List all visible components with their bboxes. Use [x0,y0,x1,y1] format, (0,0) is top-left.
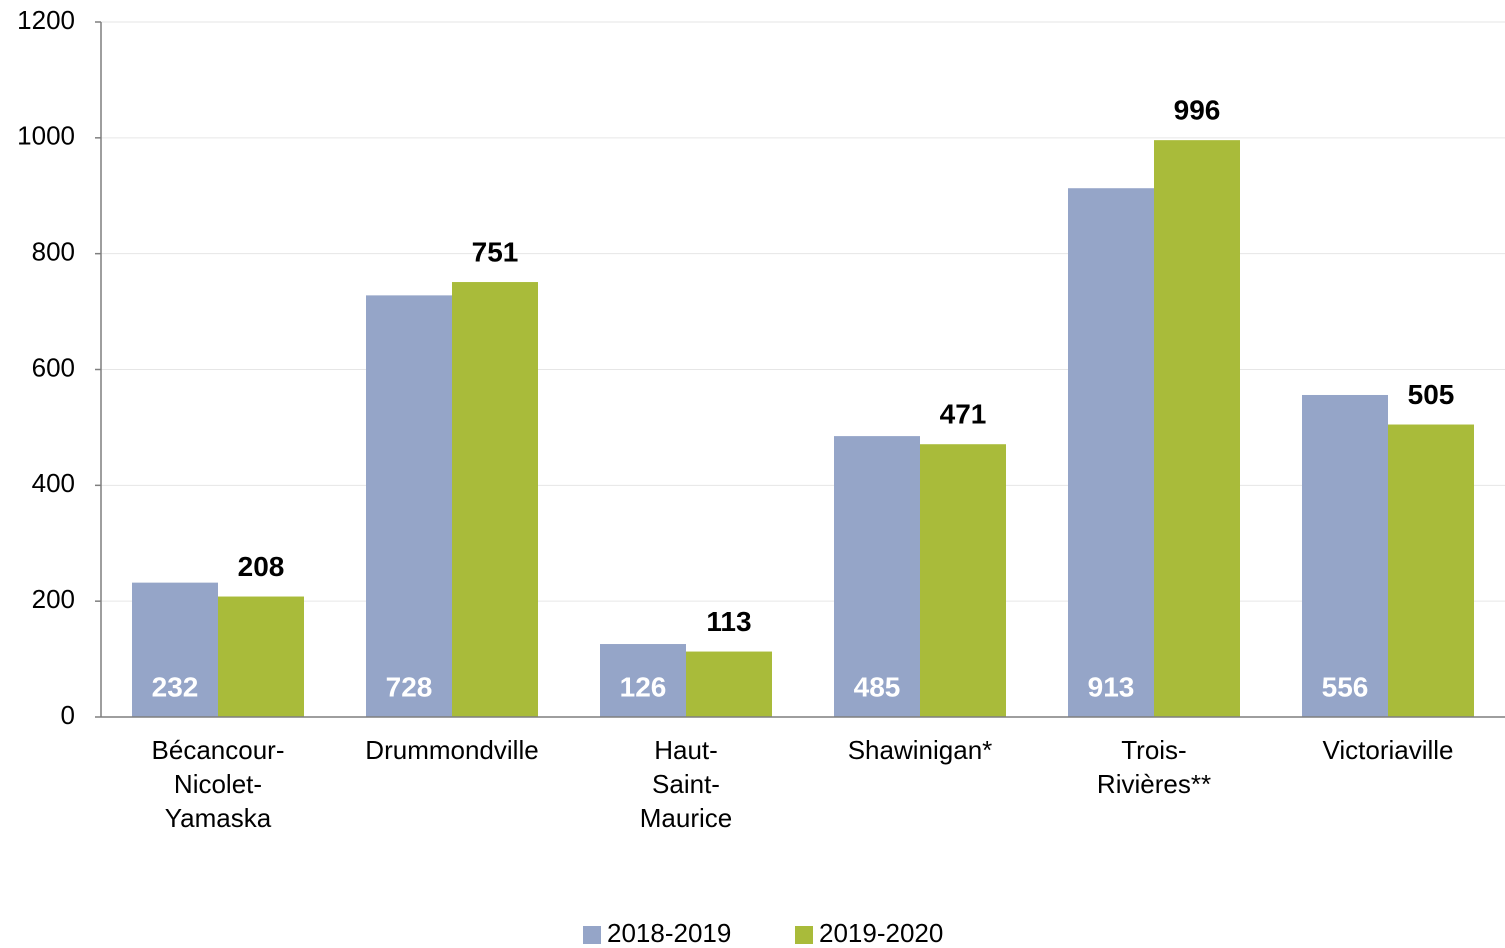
bar [1068,188,1154,718]
bar [600,644,686,717]
x-tick-label: Trois-Rivières** [1097,735,1211,799]
bar [366,295,452,717]
bar [834,436,920,717]
bar [132,582,218,717]
bar [686,651,772,717]
y-tick-label: 600 [32,352,75,382]
value-label: 751 [472,236,519,267]
value-label: 113 [706,606,751,637]
y-tick-label: 0 [61,700,75,730]
value-label: 126 [620,671,667,702]
y-tick-label: 1200 [17,5,75,35]
x-tick-label: Shawinigan* [848,735,993,765]
legend-label: 2019-2020 [819,918,943,948]
bar [452,282,538,717]
value-label: 471 [940,399,987,430]
bar [218,596,304,717]
legend-swatch [583,926,601,944]
value-label: 505 [1408,379,1455,410]
x-tick-label: Bécancour-Nicolet-Yamaska [152,735,285,833]
legend-label: 2018-2019 [607,918,731,948]
value-label: 232 [152,671,199,702]
y-tick-label: 800 [32,237,75,267]
y-tick-label: 1000 [17,121,75,151]
y-tick-label: 400 [32,468,75,498]
x-tick-label: Drummondville [365,735,538,765]
bar [1388,424,1474,717]
value-label: 728 [386,671,433,702]
value-label: 913 [1088,671,1135,702]
legend-swatch [795,926,813,944]
y-tick-label: 200 [32,584,75,614]
value-label: 556 [1322,671,1369,702]
value-label: 208 [238,551,285,582]
bar [920,444,1006,717]
bar [1154,140,1240,717]
value-label: 485 [854,671,901,702]
value-label: 996 [1174,95,1221,126]
bar [1302,394,1388,717]
x-tick-label: Haut-Saint-Maurice [640,735,732,833]
x-tick-label: Victoriaville [1322,735,1453,765]
